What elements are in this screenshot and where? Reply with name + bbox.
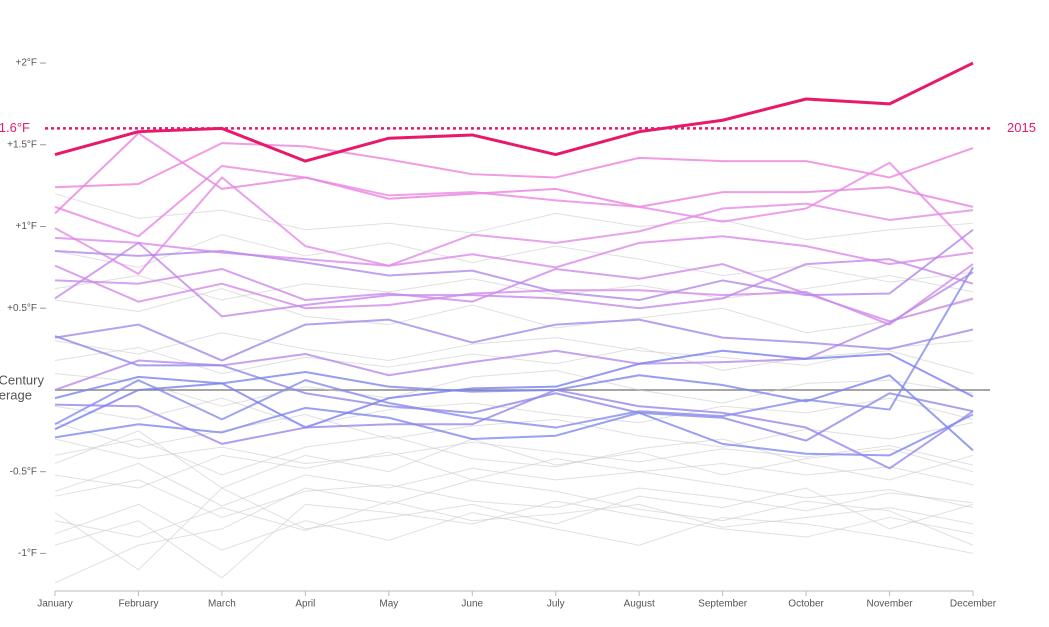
x-tick-label: August (624, 599, 655, 610)
series-line (54, 349, 974, 431)
x-tick-label: April (295, 599, 315, 610)
series-line (54, 479, 974, 518)
series-line (54, 369, 974, 407)
series-line (54, 132, 974, 215)
series-line (54, 430, 974, 489)
series-line (54, 500, 974, 538)
series-line (54, 263, 974, 323)
series-line (54, 288, 974, 334)
series-line (54, 161, 974, 251)
y-tick-label: +2°F (15, 58, 37, 69)
x-tick-label: December (950, 599, 997, 610)
series-line (54, 438, 974, 466)
series-line (54, 503, 974, 554)
series-line (54, 193, 974, 241)
series-line (54, 266, 974, 429)
series-line (54, 370, 974, 452)
x-tick-label: May (379, 599, 398, 610)
series-line (54, 346, 974, 375)
y-tick-label: +1°F (15, 221, 37, 232)
reference-label: 20th Century (0, 372, 44, 387)
series-line (54, 275, 974, 301)
y-tick-label: -0.5°F (10, 466, 37, 477)
series-line (54, 142, 974, 189)
series-line (54, 435, 974, 481)
series-label: 2015 (1007, 120, 1036, 135)
series-line (54, 500, 974, 579)
series-line (54, 388, 974, 470)
series-line (54, 332, 974, 366)
x-tick-label: July (547, 599, 565, 610)
x-tick-label: January (37, 599, 73, 610)
series-line (54, 397, 974, 427)
x-tick-label: March (208, 599, 236, 610)
series-line (54, 228, 974, 302)
series-line (54, 451, 974, 489)
threshold-label: 1.6°F (0, 120, 30, 135)
y-tick-label: +1.5°F (7, 139, 37, 150)
highlight-line (54, 61, 974, 163)
x-tick-label: October (788, 599, 824, 610)
series-line (54, 335, 974, 442)
series-line (54, 318, 974, 362)
reference-label: Average (0, 387, 32, 402)
x-tick-label: June (461, 599, 483, 610)
series-line (54, 463, 974, 509)
series-line (54, 487, 974, 571)
x-tick-label: September (698, 599, 748, 610)
series-line (54, 241, 974, 318)
series-line (54, 176, 974, 275)
y-tick-label: +0.5°F (7, 303, 37, 314)
series-line (54, 479, 974, 584)
x-tick-label: February (118, 599, 158, 610)
series-line (54, 234, 974, 283)
y-tick-label: -1°F (18, 548, 37, 559)
x-tick-label: November (866, 599, 913, 610)
series-line (54, 406, 974, 457)
